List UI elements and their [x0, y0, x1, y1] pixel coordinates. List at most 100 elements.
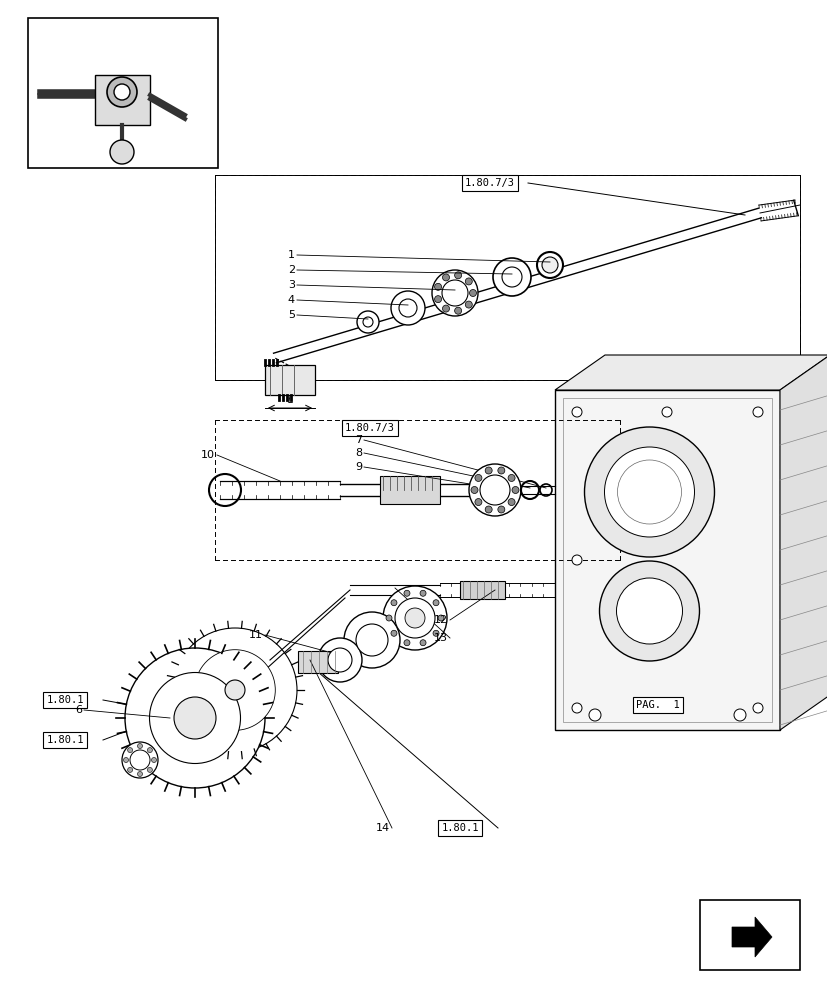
Circle shape: [394, 598, 434, 638]
Circle shape: [107, 77, 136, 107]
Circle shape: [454, 272, 461, 279]
Circle shape: [537, 252, 562, 278]
Circle shape: [123, 758, 128, 762]
Circle shape: [617, 460, 681, 524]
Circle shape: [137, 771, 142, 776]
Circle shape: [465, 278, 471, 285]
Bar: [380, 476, 439, 504]
Circle shape: [404, 640, 409, 646]
Circle shape: [508, 474, 514, 481]
Text: 1.80.1: 1.80.1: [46, 735, 84, 745]
Circle shape: [318, 638, 361, 682]
Bar: [95, 75, 150, 125]
Circle shape: [475, 474, 481, 481]
Circle shape: [383, 586, 447, 650]
Circle shape: [469, 290, 476, 296]
Circle shape: [468, 464, 520, 516]
Circle shape: [356, 624, 388, 656]
Text: 8: 8: [355, 448, 361, 458]
Circle shape: [433, 630, 438, 636]
Circle shape: [225, 680, 245, 700]
Circle shape: [390, 291, 424, 325]
Circle shape: [434, 283, 441, 290]
Circle shape: [399, 299, 417, 317]
Circle shape: [542, 257, 557, 273]
Circle shape: [385, 615, 391, 621]
Circle shape: [390, 630, 396, 636]
Text: 3: 3: [288, 280, 294, 290]
Circle shape: [433, 600, 438, 606]
Circle shape: [432, 270, 477, 316]
Circle shape: [437, 615, 443, 621]
Circle shape: [404, 608, 424, 628]
Circle shape: [390, 600, 396, 606]
Bar: [28, 18, 218, 168]
Circle shape: [604, 447, 694, 537]
Circle shape: [442, 274, 449, 281]
Text: 7: 7: [355, 435, 361, 445]
Circle shape: [492, 258, 530, 296]
Circle shape: [343, 612, 399, 668]
Circle shape: [465, 301, 471, 308]
Circle shape: [137, 744, 142, 748]
Circle shape: [362, 317, 372, 327]
Circle shape: [194, 650, 275, 730]
Circle shape: [497, 506, 504, 513]
Bar: [554, 390, 779, 730]
Text: 2: 2: [288, 265, 294, 275]
Text: 12: 12: [433, 615, 447, 625]
Circle shape: [419, 590, 426, 596]
Circle shape: [508, 499, 514, 506]
Circle shape: [147, 748, 152, 753]
Circle shape: [584, 427, 714, 557]
Circle shape: [485, 467, 491, 474]
Circle shape: [571, 703, 581, 713]
Circle shape: [404, 590, 409, 596]
Bar: [265, 365, 314, 395]
Circle shape: [662, 407, 672, 417]
Circle shape: [480, 475, 509, 505]
Polygon shape: [731, 917, 771, 957]
Circle shape: [114, 84, 130, 100]
Text: 1.80.1: 1.80.1: [441, 823, 478, 833]
Circle shape: [485, 506, 491, 513]
Text: 1.80.1: 1.80.1: [46, 695, 84, 705]
Circle shape: [419, 640, 426, 646]
Circle shape: [173, 628, 297, 752]
Circle shape: [733, 709, 745, 721]
Text: 4: 4: [288, 295, 294, 305]
Circle shape: [174, 697, 216, 739]
Circle shape: [127, 767, 132, 772]
Circle shape: [110, 140, 134, 164]
Text: 1: 1: [288, 250, 294, 260]
Circle shape: [475, 499, 481, 506]
Circle shape: [147, 767, 152, 772]
Circle shape: [150, 672, 240, 764]
Bar: [562, 398, 771, 722]
Bar: [215, 175, 799, 380]
Text: PAG.  1: PAG. 1: [635, 700, 679, 710]
Circle shape: [327, 648, 351, 672]
Circle shape: [599, 561, 699, 661]
Bar: [460, 581, 504, 599]
Circle shape: [151, 758, 156, 762]
Text: 9: 9: [355, 462, 361, 472]
Bar: [699, 900, 799, 970]
Circle shape: [130, 750, 150, 770]
Text: 13: 13: [433, 633, 447, 643]
Text: 10: 10: [201, 450, 215, 460]
Circle shape: [501, 267, 521, 287]
Circle shape: [454, 307, 461, 314]
Circle shape: [434, 296, 441, 303]
Polygon shape: [779, 355, 827, 730]
Polygon shape: [554, 355, 827, 390]
Text: 1.80.7/3: 1.80.7/3: [345, 423, 394, 433]
Circle shape: [442, 305, 449, 312]
Circle shape: [471, 487, 477, 493]
Text: 6: 6: [75, 705, 82, 715]
Circle shape: [511, 487, 519, 493]
Circle shape: [571, 555, 581, 565]
Circle shape: [127, 748, 132, 753]
Text: 5: 5: [288, 310, 294, 320]
Circle shape: [588, 709, 600, 721]
